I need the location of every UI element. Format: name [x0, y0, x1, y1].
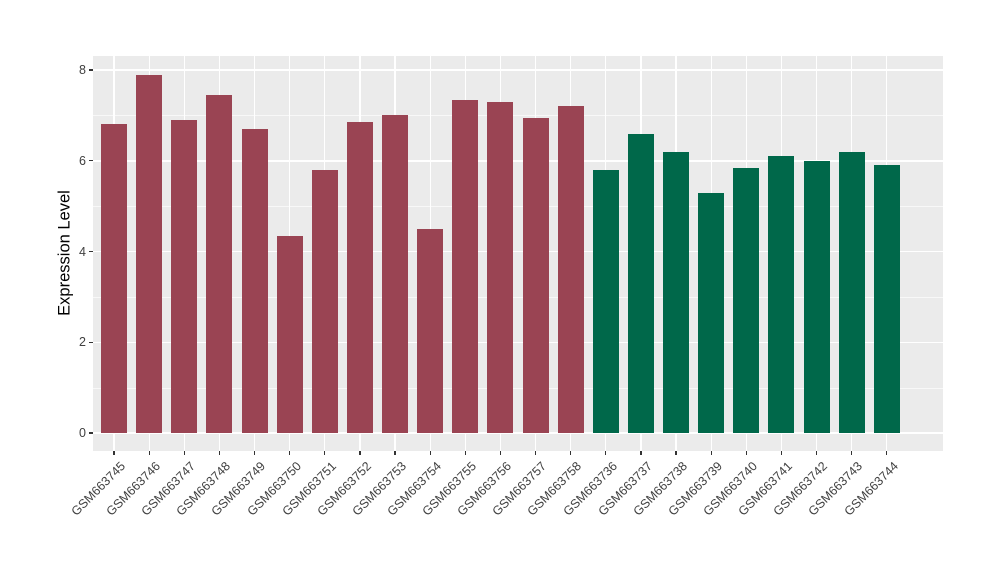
- x-axis-tick: [886, 451, 888, 455]
- x-axis-tick: [851, 451, 853, 455]
- bar: [276, 235, 303, 433]
- bar: [663, 151, 690, 433]
- x-axis-tick: [429, 451, 431, 455]
- x-axis-tick: [780, 451, 783, 455]
- x-axis-tick: [289, 451, 291, 455]
- gridline-h-major: [93, 250, 943, 253]
- gridline-h-minor: [93, 206, 943, 208]
- bar: [557, 106, 584, 433]
- x-axis-tick: [183, 451, 185, 455]
- x-axis-tick: [675, 451, 677, 455]
- bar: [452, 99, 479, 433]
- bar: [101, 124, 128, 433]
- bar: [733, 167, 760, 433]
- bar: [592, 169, 619, 433]
- x-axis-tick: [148, 451, 150, 455]
- x-axis-tick: [534, 451, 537, 455]
- bar: [803, 160, 830, 433]
- bar: [382, 115, 409, 433]
- y-axis-tick-label: 6: [79, 153, 86, 168]
- bar: [698, 192, 725, 433]
- y-axis-tick: [89, 250, 93, 253]
- gridline-h-major: [93, 160, 943, 162]
- gridline-h-minor: [93, 115, 943, 117]
- x-axis-tick: [113, 451, 115, 455]
- bar: [346, 122, 373, 433]
- x-axis-tick: [499, 451, 502, 455]
- bar: [171, 119, 198, 433]
- bar: [241, 129, 268, 433]
- x-axis-tick: [745, 451, 747, 455]
- bar: [136, 74, 163, 433]
- gridline-h-minor: [93, 387, 943, 389]
- gridline-h-major: [93, 432, 943, 434]
- x-axis-tick: [253, 451, 256, 455]
- x-axis-tick: [324, 451, 326, 455]
- y-axis-tick-label: 2: [79, 335, 86, 350]
- y-axis-tick-label: 8: [79, 63, 86, 77]
- x-axis-tick: [640, 451, 642, 455]
- x-axis-tick: [605, 451, 607, 455]
- y-axis-tick-label: 4: [79, 244, 86, 259]
- bar: [522, 117, 549, 433]
- bar: [873, 165, 900, 433]
- x-axis-tick: [570, 451, 572, 455]
- gridline-h-minor: [93, 296, 943, 298]
- x-axis-tick: [815, 451, 818, 455]
- bar: [487, 101, 514, 433]
- y-axis-tick: [89, 432, 93, 434]
- y-axis-tick: [89, 160, 93, 162]
- bar: [417, 228, 444, 433]
- plot-panel: [93, 56, 943, 451]
- x-axis-tick: [218, 451, 221, 455]
- gridline-h-major: [93, 69, 943, 71]
- y-axis-tick: [89, 341, 93, 343]
- bar: [311, 169, 338, 433]
- bar: [627, 133, 654, 433]
- y-axis-tick: [89, 69, 93, 71]
- x-axis-tick: [394, 451, 396, 455]
- bar: [838, 151, 865, 433]
- bar: [768, 156, 795, 433]
- x-axis-tick: [464, 451, 466, 455]
- x-axis-tick: [359, 451, 361, 455]
- x-axis-tick: [710, 451, 712, 455]
- y-axis-tick-label: 0: [79, 426, 86, 440]
- bar: [206, 94, 233, 433]
- gridline-h-major: [93, 341, 943, 343]
